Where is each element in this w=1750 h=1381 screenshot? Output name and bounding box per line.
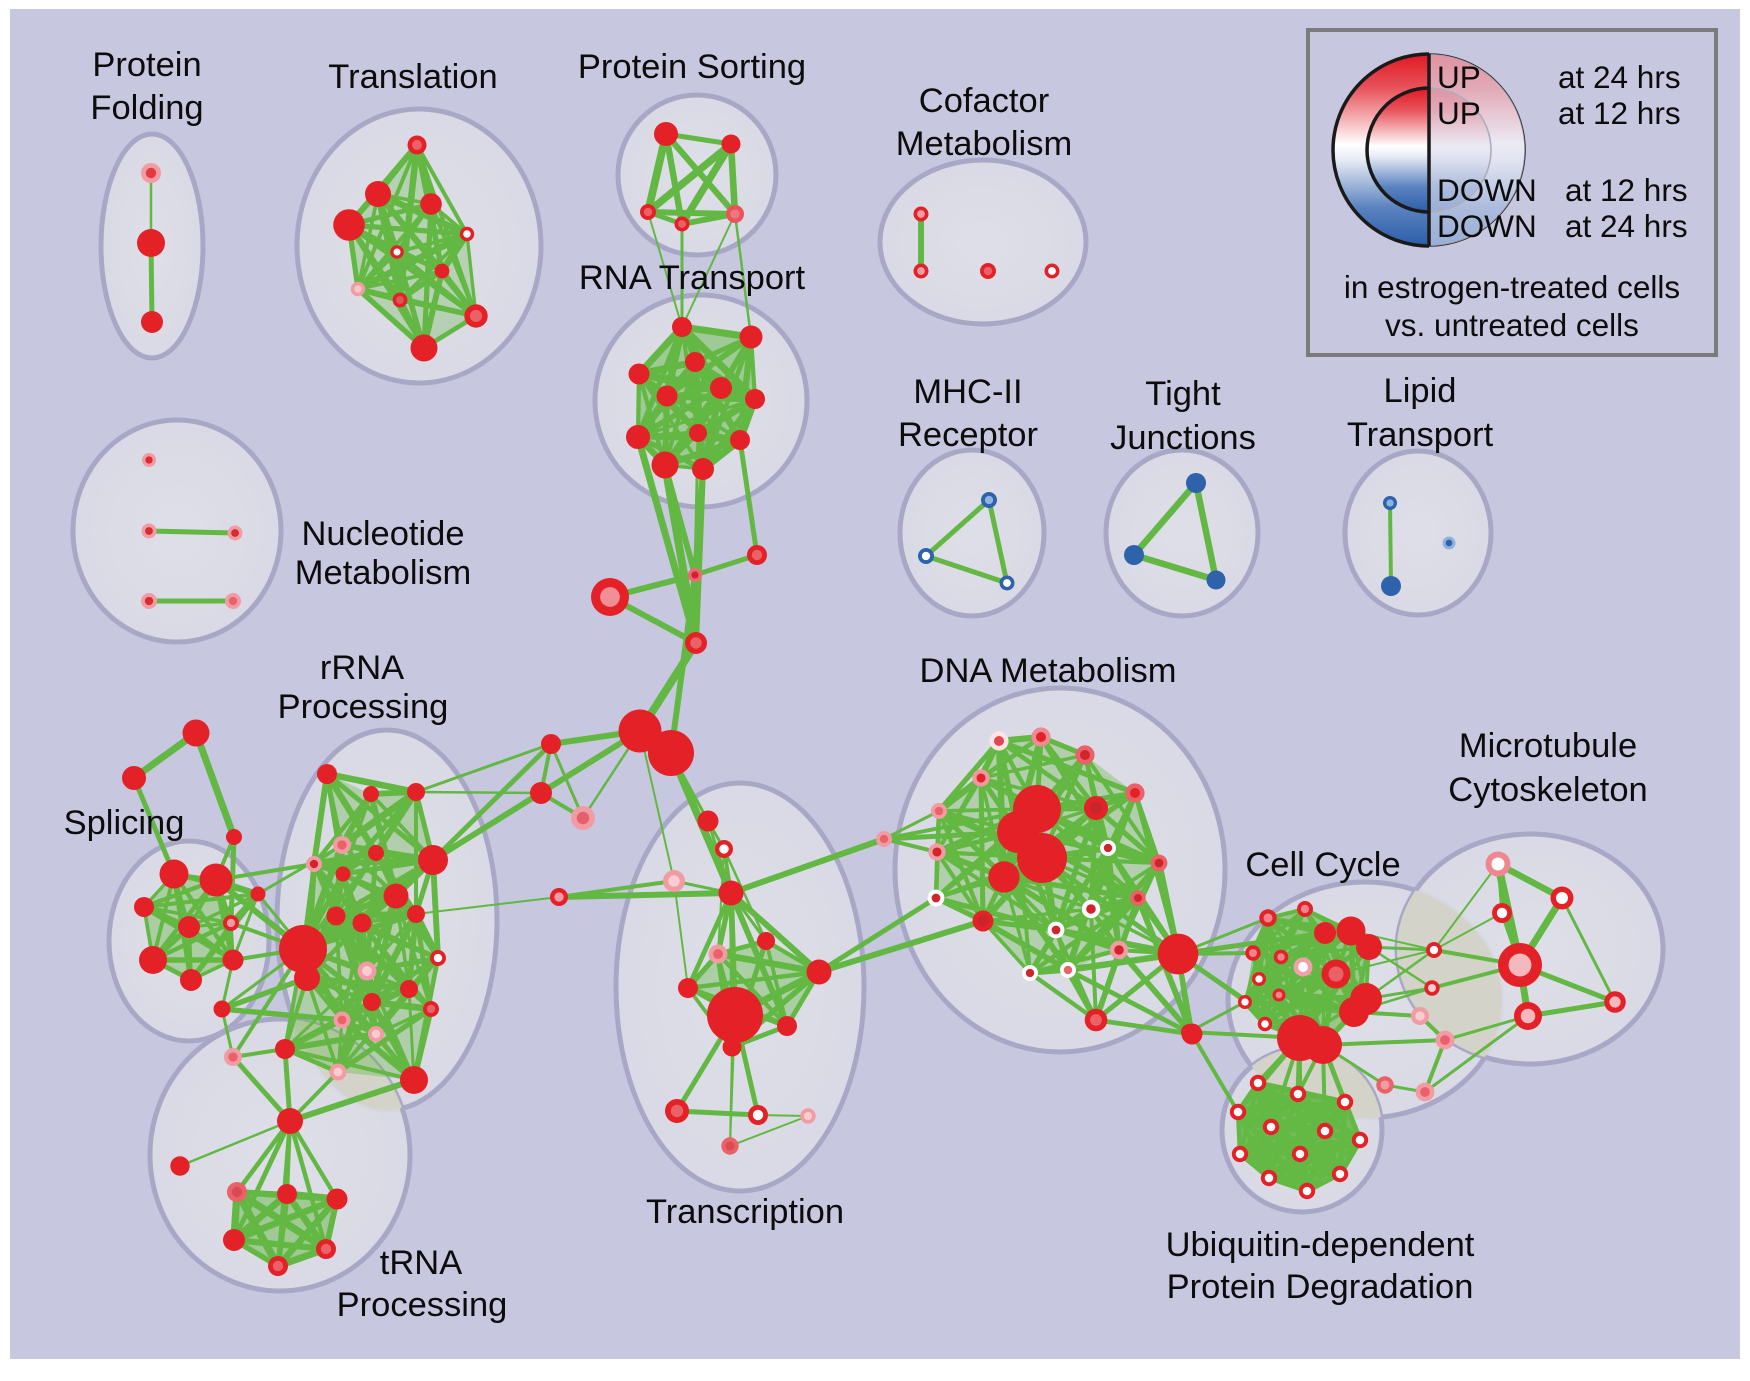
svg-text:Cofactor: Cofactor [919, 82, 1049, 120]
svg-text:Cytoskeleton: Cytoskeleton [1448, 771, 1647, 809]
svg-text:Ubiquitin-dependent: Ubiquitin-dependent [1166, 1226, 1475, 1264]
svg-text:UP: UP [1437, 95, 1481, 131]
svg-text:in estrogen-treated cells: in estrogen-treated cells [1344, 269, 1680, 305]
svg-text:Metabolism: Metabolism [295, 554, 471, 592]
svg-text:rRNA: rRNA [320, 649, 404, 687]
svg-text:Lipid: Lipid [1384, 372, 1457, 410]
svg-text:Processing: Processing [278, 688, 449, 726]
svg-text:UP: UP [1437, 59, 1481, 95]
svg-text:tRNA: tRNA [380, 1244, 462, 1282]
svg-text:at 24 hrs: at 24 hrs [1565, 208, 1688, 244]
svg-text:Transport: Transport [1347, 416, 1494, 454]
svg-text:Metabolism: Metabolism [896, 125, 1072, 163]
svg-text:Tight: Tight [1145, 375, 1221, 413]
svg-text:Protein Sorting: Protein Sorting [578, 48, 806, 86]
svg-text:Splicing: Splicing [64, 804, 185, 842]
svg-text:RNA Transport: RNA Transport [579, 259, 806, 297]
svg-text:Transcription: Transcription [646, 1193, 844, 1231]
svg-text:Translation: Translation [328, 58, 497, 96]
svg-text:Protein Degradation: Protein Degradation [1167, 1268, 1474, 1306]
svg-text:DNA Metabolism: DNA Metabolism [920, 652, 1177, 690]
svg-text:Nucleotide: Nucleotide [301, 515, 464, 553]
svg-text:Folding: Folding [90, 89, 203, 127]
svg-text:Receptor: Receptor [898, 416, 1038, 454]
svg-text:DOWN: DOWN [1437, 208, 1537, 244]
svg-text:DOWN: DOWN [1437, 172, 1537, 208]
svg-text:Cell Cycle: Cell Cycle [1245, 846, 1400, 884]
svg-text:at 12 hrs: at 12 hrs [1558, 95, 1681, 131]
svg-text:MHC-II: MHC-II [913, 373, 1022, 411]
svg-text:Protein: Protein [92, 46, 201, 84]
svg-text:vs. untreated cells: vs. untreated cells [1385, 307, 1639, 343]
svg-text:Processing: Processing [337, 1286, 508, 1324]
svg-text:Microtubule: Microtubule [1459, 727, 1637, 765]
svg-text:at 24 hrs: at 24 hrs [1558, 59, 1681, 95]
svg-text:Junctions: Junctions [1110, 419, 1256, 457]
svg-text:at 12 hrs: at 12 hrs [1565, 172, 1688, 208]
